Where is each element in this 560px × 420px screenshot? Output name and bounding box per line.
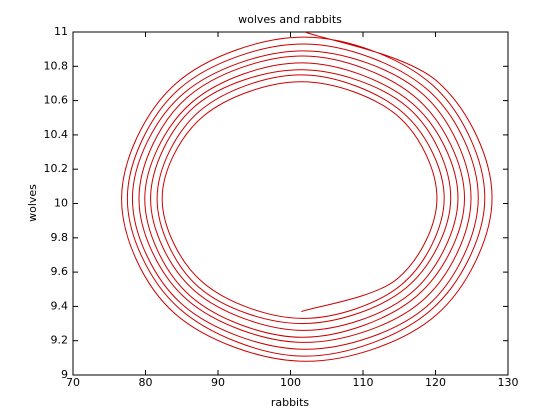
x-tick-label: 130	[498, 376, 519, 389]
y-tick-label: 10.2	[44, 162, 69, 175]
y-tick-label: 9	[61, 368, 68, 381]
trajectory-line	[121, 32, 493, 362]
x-tick-label: 120	[425, 376, 446, 389]
y-tick-label: 9.4	[51, 299, 69, 312]
x-tick-label: 70	[66, 376, 80, 389]
y-tick-label: 10.6	[44, 94, 69, 107]
x-tick-label: 100	[280, 376, 301, 389]
y-tick-label: 10.8	[44, 59, 69, 72]
y-tick-label: 9.6	[51, 265, 69, 278]
chart-title: wolves and rabbits	[238, 13, 342, 26]
x-axis-label: rabbits	[271, 396, 310, 409]
y-tick-label: 10.4	[44, 128, 69, 141]
y-tick-label: 9.8	[51, 231, 69, 244]
y-tick-label: 11	[54, 25, 68, 38]
y-tick-label: 10	[54, 197, 68, 210]
y-tick-label: 9.2	[51, 334, 69, 347]
x-tick-label: 80	[139, 376, 153, 389]
x-tick-label: 110	[353, 376, 374, 389]
x-tick-label: 90	[211, 376, 225, 389]
y-axis-label: wolves	[26, 184, 39, 222]
